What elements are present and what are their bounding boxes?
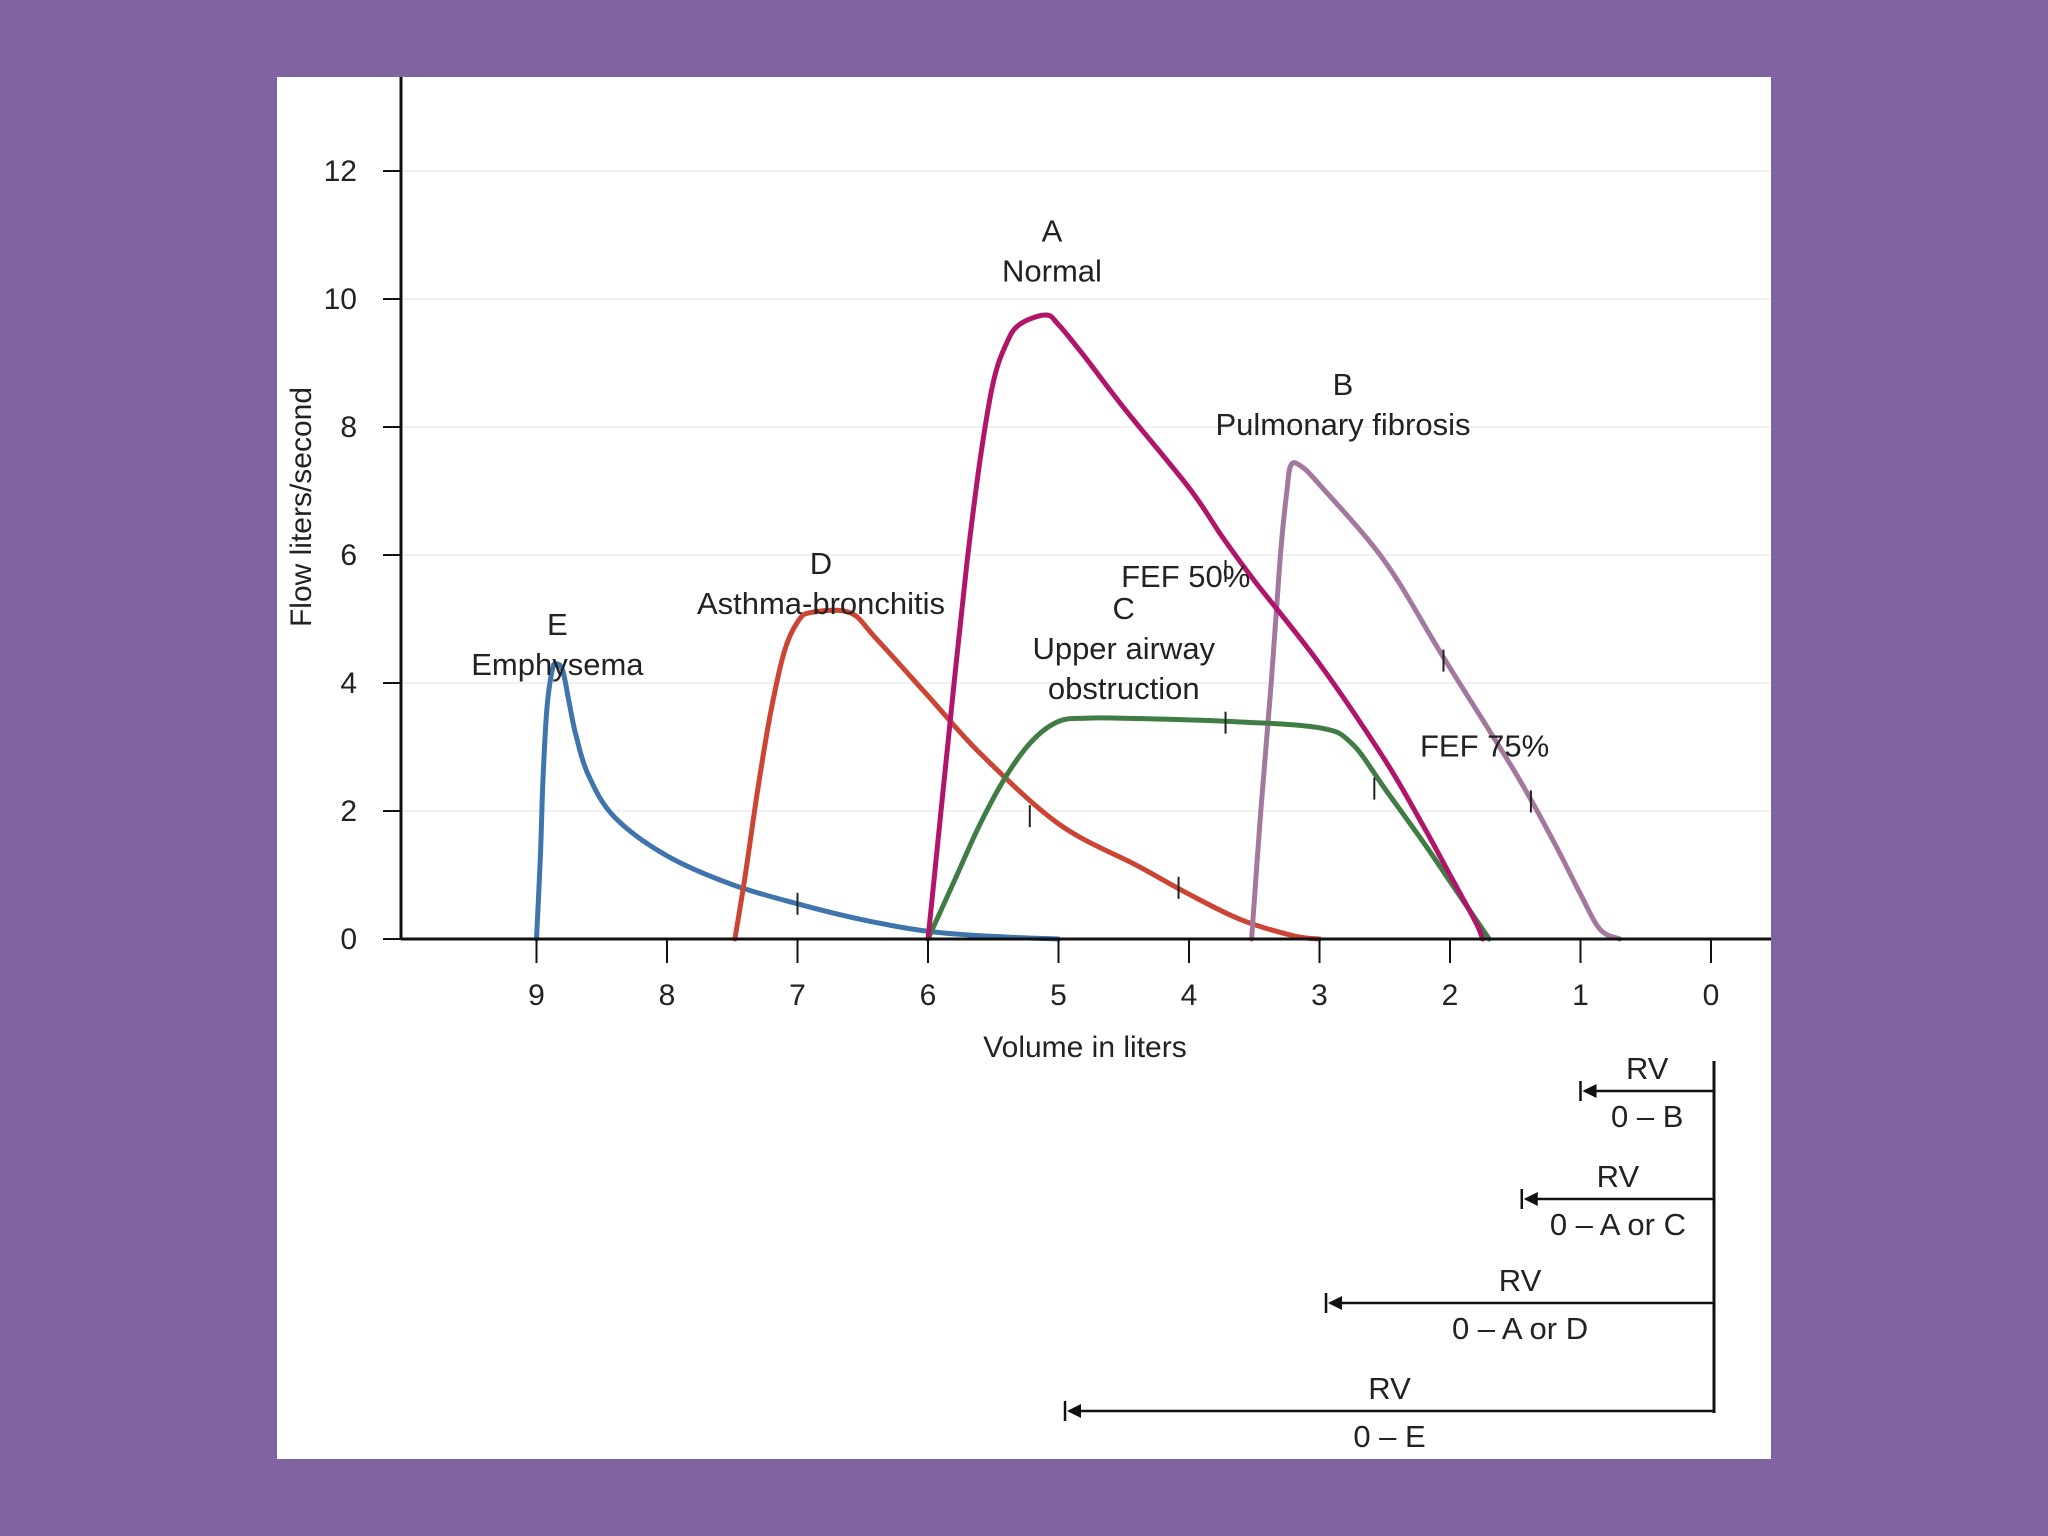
y-tick-label: 4: [340, 667, 357, 700]
x-tick-label: 8: [659, 979, 676, 1012]
series-name-C-line1: Upper airway: [1032, 631, 1215, 666]
series-curve-B: [1249, 460, 1623, 942]
series-letter-E: E: [547, 607, 568, 642]
rv-label-2: RV: [1499, 1263, 1542, 1298]
series-name-E: Emphysema: [471, 647, 644, 682]
series-letter-C: C: [1113, 591, 1135, 626]
gridlines: [401, 170, 1771, 812]
x-tick-label: 6: [920, 979, 937, 1012]
y-tick-label: 10: [324, 283, 357, 316]
y-tick-label: 0: [340, 923, 357, 956]
series-letter-A: A: [1042, 213, 1063, 248]
rv-label-3: RV: [1368, 1371, 1411, 1406]
y-tick-label: 2: [340, 795, 357, 828]
x-tick-label: 3: [1311, 979, 1328, 1012]
x-tick-label: 2: [1442, 979, 1459, 1012]
rv-sub-0: 0 – B: [1611, 1099, 1683, 1134]
rv-arrowhead-2: [1328, 1296, 1343, 1310]
rv-sub-2: 0 – A or D: [1452, 1311, 1588, 1346]
chart-panel: 0 2 4 6 8 10 12 9 8 7 6 5 4 3 2 1 0 Volume in liters Flo…: [277, 77, 1771, 1459]
rv-label-0: RV: [1626, 1051, 1669, 1086]
x-tick-label: 5: [1050, 979, 1067, 1012]
series-name-C-line2: obstruction: [1048, 671, 1200, 706]
x-tick-label: 1: [1572, 979, 1589, 1012]
rv-label-1: RV: [1597, 1159, 1640, 1194]
y-tick-label: 12: [324, 155, 357, 188]
fef-annotations: FEF 50% FEF 75%: [1121, 559, 1549, 764]
axes: [399, 77, 1771, 941]
series-labels: A Normal B Pulmonary fibrosis C Upper airway o…: [471, 213, 1470, 706]
y-tick-label: 8: [340, 411, 357, 444]
fef-annotation-1: FEF 75%: [1420, 729, 1549, 764]
fef-markers: [796, 560, 1532, 915]
series-curve-A: [925, 312, 1486, 942]
series-name-C: Upper airway obstruction: [1032, 631, 1215, 706]
series-name-D: Asthma-bronchitis: [697, 586, 945, 621]
series-curve-D: [732, 607, 1322, 942]
rv-sub-3: 0 – E: [1353, 1419, 1425, 1454]
series-letter-D: D: [810, 546, 832, 581]
x-tick-label: 7: [789, 979, 806, 1012]
x-tick-label: 9: [528, 979, 545, 1012]
x-tick-label: 4: [1181, 979, 1198, 1012]
series-curves: [534, 312, 1623, 942]
series-letter-B: B: [1333, 367, 1354, 402]
series-name-A: Normal: [1002, 253, 1102, 288]
series-name-B: Pulmonary fibrosis: [1215, 407, 1470, 442]
y-axis-label: Flow liters/second: [285, 387, 318, 627]
x-tick-label: 0: [1703, 979, 1720, 1012]
rv-arrowhead-3: [1067, 1404, 1082, 1418]
rv-arrowhead-1: [1523, 1192, 1538, 1206]
fef-annotation-0: FEF 50%: [1121, 559, 1250, 594]
series-curve-E: [534, 661, 1061, 942]
series-curve-C: [925, 715, 1492, 942]
y-tick-label: 6: [340, 539, 357, 572]
rv-arrowhead-0: [1582, 1084, 1597, 1098]
x-axis-label: Volume in liters: [983, 1031, 1186, 1064]
rv-sub-1: 0 – A or C: [1550, 1207, 1686, 1242]
